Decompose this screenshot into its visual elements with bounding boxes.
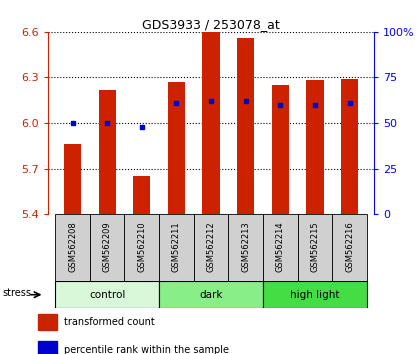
Title: GDS3933 / 253078_at: GDS3933 / 253078_at <box>142 18 280 31</box>
Bar <box>64 144 81 214</box>
Bar <box>237 38 255 214</box>
Text: high light: high light <box>290 290 340 300</box>
Text: GSM562209: GSM562209 <box>102 221 112 272</box>
Text: GSM562216: GSM562216 <box>345 221 354 272</box>
FancyBboxPatch shape <box>228 214 263 281</box>
Text: GSM562211: GSM562211 <box>172 221 181 272</box>
Text: GSM562208: GSM562208 <box>68 221 77 272</box>
Bar <box>99 90 116 214</box>
Bar <box>202 32 220 214</box>
Text: GSM562215: GSM562215 <box>310 221 320 272</box>
FancyBboxPatch shape <box>298 214 332 281</box>
FancyBboxPatch shape <box>263 281 367 308</box>
Bar <box>272 85 289 214</box>
Bar <box>38 314 57 331</box>
FancyBboxPatch shape <box>55 281 159 308</box>
FancyBboxPatch shape <box>194 214 228 281</box>
Text: transformed count: transformed count <box>64 317 155 327</box>
FancyBboxPatch shape <box>332 214 367 281</box>
FancyBboxPatch shape <box>263 214 298 281</box>
FancyBboxPatch shape <box>159 214 194 281</box>
FancyBboxPatch shape <box>55 214 90 281</box>
FancyBboxPatch shape <box>124 214 159 281</box>
Text: percentile rank within the sample: percentile rank within the sample <box>64 345 229 354</box>
Text: control: control <box>89 290 125 300</box>
Text: stress: stress <box>3 289 31 298</box>
Text: GSM562214: GSM562214 <box>276 221 285 272</box>
Bar <box>168 82 185 214</box>
Text: GSM562213: GSM562213 <box>241 221 250 272</box>
Text: GSM562210: GSM562210 <box>137 221 146 272</box>
Bar <box>306 80 323 214</box>
Text: dark: dark <box>200 290 223 300</box>
FancyBboxPatch shape <box>90 214 124 281</box>
Bar <box>133 176 150 214</box>
FancyBboxPatch shape <box>159 281 263 308</box>
Bar <box>341 79 358 214</box>
Bar <box>38 342 57 354</box>
Text: GSM562212: GSM562212 <box>207 221 215 272</box>
